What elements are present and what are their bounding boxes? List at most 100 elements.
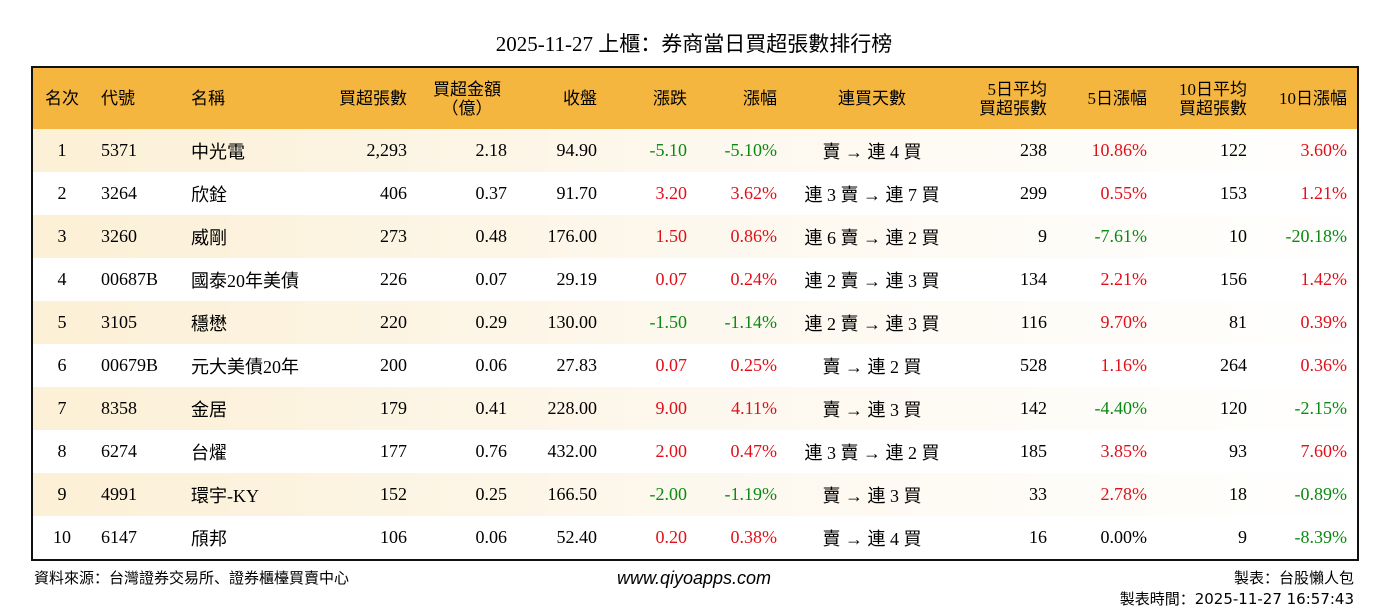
table-cell: 0.29 (417, 301, 517, 344)
table-cell: 連 2 賣 → 連 3 買 (787, 301, 957, 344)
header-text: 名稱 (191, 89, 225, 108)
table-cell: 國泰20年美債 (191, 270, 299, 291)
header-text: 5日漲幅 (1087, 89, 1148, 108)
header-cell: 買超張數 (317, 67, 417, 129)
table-cell: 176.00 (517, 215, 607, 258)
table-cell: 2.21% (1100, 269, 1148, 289)
table-row: 8 6274 台燿 177 0.76 432.00 2.00 0.47% 連 3 賣 → 連 2… (32, 430, 1358, 473)
table-cell: 連 2 賣 → 連 3 買 (804, 270, 940, 291)
source: 資料來源：台灣證券交易所、證券櫃檯買賣中心 (34, 569, 350, 587)
header-text: 代號 (101, 89, 135, 108)
table-cell: 7 (32, 387, 91, 430)
table-row: 3 3260 威剛 273 0.48 176.00 1.50 0.86% 連 6 賣 → 連 2… (32, 215, 1358, 258)
table-cell: 0.06 (475, 355, 508, 375)
table-cell: 9.00 (607, 387, 697, 430)
header-text: 10日平均 (1179, 79, 1247, 99)
table-cell: 4.11% (697, 387, 787, 430)
table-row: 9 4991 環宇-KY 152 0.25 166.50 -2.00 -1.19% 賣 → 連 … (32, 473, 1358, 516)
table-cell: 3264 (101, 183, 137, 203)
table-cell: 0.36% (1300, 355, 1348, 375)
table-cell: 33 (957, 473, 1057, 516)
header-cell: 漲幅 (697, 67, 787, 129)
table-cell: 8358 (91, 387, 181, 430)
table-cell: 177 (380, 441, 407, 461)
table-cell: 環宇-KY (181, 473, 317, 516)
header-cell: 名次 (32, 67, 91, 129)
table-cell: 0.76 (475, 441, 508, 461)
table-row: 5 3105 穩懋 220 0.29 130.00 -1.50 -1.14% 連 2 賣 → 連… (32, 301, 1358, 344)
table-cell: 81 (1157, 301, 1257, 344)
table-cell: 10 (53, 527, 71, 547)
website: www.qiyoapps.com (616, 568, 772, 588)
table-cell: -1.14% (697, 301, 787, 344)
table-cell: 220 (317, 301, 417, 344)
header-text: 漲幅 (743, 89, 777, 108)
header-cell: 漲跌 (607, 67, 697, 129)
table-cell: 29.19 (556, 269, 598, 289)
table-cell: 0.06 (475, 527, 508, 547)
table-row: 2 3264 欣銓 406 0.37 91.70 3.20 3.62% 連 3 賣 → 連 7 … (32, 172, 1358, 215)
table-cell: 10.86% (1057, 129, 1157, 172)
table-cell: 0.20 (655, 527, 688, 547)
table-cell: 0.48 (417, 215, 517, 258)
header-cell: 5日漲幅 (1057, 67, 1157, 129)
table-cell: 4991 (91, 473, 181, 516)
table-cell: 3 (32, 215, 91, 258)
author: 製表：台股懶人包 (1233, 569, 1354, 587)
table-row: 1 5371 中光電 2,293 2.18 94.90 -5.10 -5.10% 賣 → 連 4… (32, 129, 1358, 172)
table-cell: 0.39% (1257, 301, 1358, 344)
header-text: 買超張數 (1179, 98, 1247, 118)
table-cell: 賣 → 連 3 買 (787, 473, 957, 516)
table-row: 6 00679B 元大美債20年 200 0.06 27.83 0.07 0.25% 賣 → 連… (32, 344, 1358, 387)
header-text: 10日漲幅 (1279, 89, 1347, 108)
table-cell: 0.00% (1100, 527, 1148, 547)
table-cell: 0.86% (697, 215, 787, 258)
table-cell: 連 6 賣 → 連 2 買 (787, 215, 957, 258)
table-cell: 6 (57, 355, 67, 375)
table-cell: 130.00 (517, 301, 607, 344)
table-cell: 2 (57, 183, 67, 203)
table-cell: 1.16% (1100, 355, 1148, 375)
title: 2025-11-27 上櫃：券商當日買超張數排行榜 (495, 32, 893, 56)
table-cell: 9 (32, 473, 91, 516)
table-cell: 0.41 (417, 387, 517, 430)
table-cell: -2.00 (607, 473, 697, 516)
table-row: 4 00687B 國泰20年美債 226 0.07 29.19 0.07 0.24% 連 2 賣… (32, 258, 1358, 301)
header-text: 收盤 (563, 89, 597, 108)
table-cell: 0.07 (655, 269, 688, 289)
header-cell: 代號 (91, 67, 181, 129)
header-cell: 買超金額 （億） (417, 67, 517, 129)
table-cell: 9 (1238, 527, 1247, 547)
header-cell: 10日平均 買超張數 (1157, 67, 1257, 129)
table-cell: 3260 (91, 215, 181, 258)
header-text: （億） (441, 98, 493, 118)
table-cell: 94.90 (517, 129, 607, 172)
table-cell: 1 (32, 129, 91, 172)
table-cell: -4.40% (1057, 387, 1157, 430)
table-row: 7 8358 金居 179 0.41 228.00 9.00 4.11% 賣 → 連 3 買 14… (32, 387, 1358, 430)
table-cell: 賣 → 連 4 買 (822, 528, 922, 549)
table-cell: 299 (1020, 183, 1047, 203)
table-cell: 432.00 (547, 441, 598, 461)
table-cell: 連 3 賣 → 連 2 買 (804, 442, 940, 463)
table-cell: 穩懋 (181, 301, 317, 344)
table-cell: 120 (1157, 387, 1257, 430)
table-cell: 2.00 (655, 441, 688, 461)
table-cell: 6147 (101, 527, 137, 547)
table-cell: -1.50 (607, 301, 697, 344)
table-cell: 3.85% (1100, 441, 1148, 461)
table-cell: 00687B (101, 269, 159, 289)
table-cell: 0.07 (655, 355, 688, 375)
table-cell: 0.07 (475, 269, 508, 289)
table-cell: 2,293 (317, 129, 417, 172)
table-cell: 185 (1020, 441, 1047, 461)
table-cell: 元大美債20年 (191, 356, 299, 377)
made-time: 製表時間：2025-11-27 16:57:43 (1119, 590, 1354, 608)
table-cell: 欣銓 (191, 184, 227, 205)
table-cell: 0.38% (730, 527, 778, 547)
header-cell: 連買天數 (787, 67, 957, 129)
table-cell: 16 (1029, 527, 1047, 547)
table-cell: 5 (32, 301, 91, 344)
header-text: 連買天數 (838, 89, 906, 108)
ranking-table: 名次 代號 名稱 買超張數 買超金額 （億） 收盤 漲跌 漲幅 連買天數 5日平均 買超張數 5日漲幅 1… (31, 66, 1359, 561)
